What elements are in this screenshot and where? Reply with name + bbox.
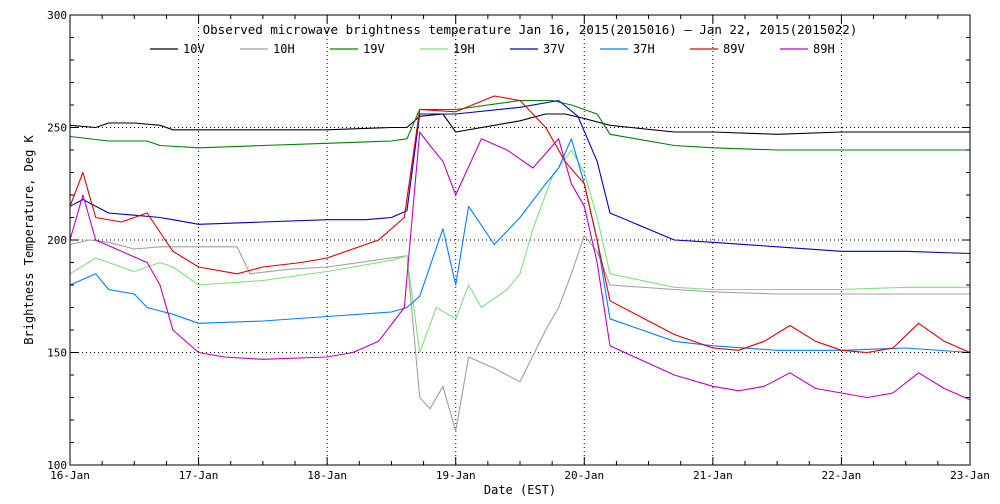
legend: 10V 10H 19V 19H 37V 37H 89V 89H <box>150 42 835 56</box>
series-line-19v <box>69 99 970 151</box>
legend-label-89h: 89H <box>813 42 835 56</box>
series-line-10h <box>69 234 970 432</box>
x-tick-label: 23-Jan <box>950 469 990 482</box>
legend-label-89v: 89V <box>723 42 745 56</box>
series-line-10v <box>69 113 970 135</box>
x-axis-label: Date (EST) <box>484 483 556 497</box>
y-axis-label: Brightness Temperature, Deg K <box>22 134 36 344</box>
x-tick-label: 22-Jan <box>822 469 862 482</box>
legend-label-37v: 37V <box>543 42 565 56</box>
y-tick-label: 150 <box>47 347 67 360</box>
series-line-19h <box>69 149 970 354</box>
legend-label-10h: 10H <box>273 42 295 56</box>
legend-label-37h: 37H <box>633 42 655 56</box>
y-tick-label: 100 <box>47 459 67 472</box>
chart-title: Observed microwave brightness temperatur… <box>203 22 858 37</box>
x-tick-label: 21-Jan <box>693 469 733 482</box>
y-tick-label: 300 <box>47 9 67 22</box>
x-tick-label: 17-Jan <box>179 469 219 482</box>
x-tick-label: 20-Jan <box>564 469 604 482</box>
legend-label-19v: 19V <box>363 42 385 56</box>
label-layer: Observed microwave brightness temperatur… <box>22 22 857 497</box>
tick-layer: 16-Jan 17-Jan 18-Jan 19-Jan 20-Jan 21-Jan 22-J… <box>47 9 990 482</box>
grid-layer <box>70 15 970 465</box>
series-line-89v <box>69 95 971 354</box>
y-tick-label: 200 <box>47 234 67 247</box>
series-line-89h <box>69 131 971 401</box>
series-line-37h <box>69 138 971 354</box>
x-tick-label: 18-Jan <box>307 469 347 482</box>
x-tick-label: 16-Jan <box>50 469 90 482</box>
series-line-37v <box>69 99 971 255</box>
series-layer <box>69 95 971 432</box>
legend-label-19h: 19H <box>453 42 475 56</box>
legend-label-10v: 10V <box>183 42 205 56</box>
x-tick-label: 19-Jan <box>436 469 476 482</box>
y-tick-label: 250 <box>47 122 67 135</box>
